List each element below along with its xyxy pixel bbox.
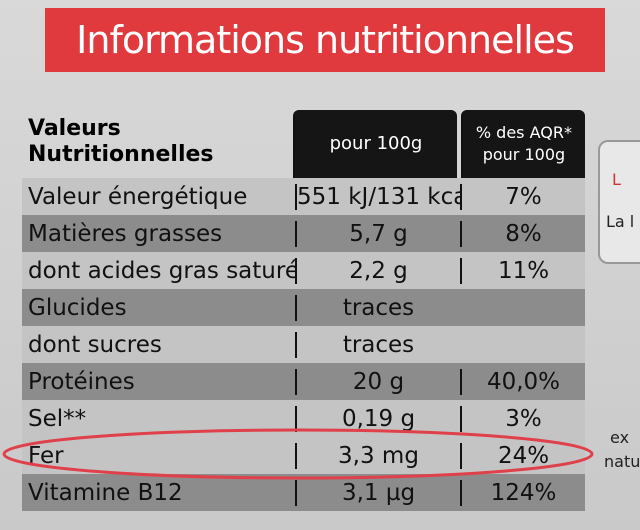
table-row: Matières grasses 5,7 g 8% [22,215,585,252]
table-row: dont sucres traces [22,326,585,363]
table-cell: 2,2 g [295,257,460,284]
table-cell: Sel** [28,405,87,432]
table-cell: 11% [460,257,585,284]
table-cell: 20 g [295,368,460,395]
table-cell: Valeur énergétique [28,183,248,210]
header-line: pour 100g [482,145,566,164]
header-cell: % des AQR* pour 100g [460,110,585,178]
table-cell: 40,0% [460,368,585,395]
banner-title: Informations nutritionnelles [45,8,605,72]
table-cell: Protéines [28,368,135,395]
table-cell: 124% [460,479,585,506]
table-cell: 3% [460,405,585,432]
side-text: ex [610,428,630,447]
table-cell: 7% [460,183,585,210]
header-line: Nutritionnelles [28,142,214,167]
table-cell: 3,1 µg [295,479,460,506]
side-text: La l [606,212,635,231]
header-cell: pour 100g [293,110,457,178]
table-cell: Vitamine B12 [28,479,183,506]
side-text: L [612,170,621,189]
header-line: % des AQR* [475,123,572,142]
table-cell: traces [295,294,460,321]
table-row: Protéines 20 g 40,0% [22,363,585,400]
table-row: dont acides gras saturés 2,2 g 11% [22,252,585,289]
table-cell: 5,7 g [295,220,460,247]
table-cell: dont acides gras saturés [28,257,295,284]
side-text: natu [604,452,640,471]
side-panel [598,140,640,264]
table-cell: 551 kJ/131 kcal [295,183,460,210]
table-cell: Matières grasses [28,220,223,247]
table-cell: 3,3 mg [295,442,460,469]
header-line: pour 100g [329,133,423,154]
highlight-ellipse [2,428,594,480]
table-row: Glucides traces [22,289,585,326]
table-row: Fer 3,3 mg 24% [22,437,585,474]
table-cell: traces [295,331,460,358]
header-cell: Valeurs Nutritionnelles [22,110,293,178]
header-row: Valeurs Nutritionnelles pour 100g% des AQR… [22,110,585,178]
table-cell: dont sucres [28,331,162,358]
table-row: Valeur énergétique 551 kJ/131 kcal 7% [22,178,585,215]
table-row: Vitamine B12 3,1 µg 124% [22,474,585,511]
table-cell: 0,19 g [295,405,460,432]
nutrition-table: Valeurs Nutritionnelles pour 100g% des AQR… [22,110,585,511]
table-cell: 24% [460,442,585,469]
table-cell: Glucides [28,294,127,321]
table-cell: 8% [460,220,585,247]
header-line: Valeurs [28,116,121,141]
